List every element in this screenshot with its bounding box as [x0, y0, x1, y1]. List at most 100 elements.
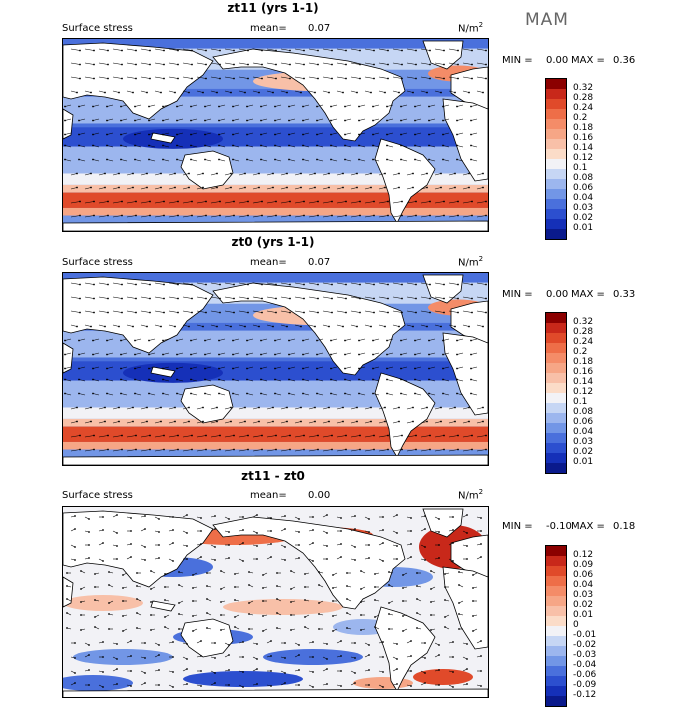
- colorbar-tick-label: 0.02: [573, 600, 594, 610]
- colorbar-swatch: [546, 423, 566, 433]
- colorbar-swatch: [546, 546, 566, 556]
- max-label-2: MAX =: [571, 289, 605, 300]
- colorbar-tick-label: -0.02: [573, 640, 597, 650]
- colorbar-swatch: [546, 129, 566, 139]
- colorbar-tick-label: 0.1: [573, 397, 588, 407]
- colorbar-tick-label: 0.01: [573, 457, 594, 467]
- colorbar-swatch: [546, 149, 566, 159]
- stress-vectors: [66, 514, 482, 688]
- colorbar-swatch: [546, 433, 566, 443]
- stress-vectors: [64, 282, 487, 452]
- colorbar-tick-label: 0.06: [573, 183, 594, 193]
- map-panel-1: [62, 38, 489, 232]
- colorbar-tick-label: 0.04: [573, 580, 594, 590]
- colorbar-swatch: [546, 393, 566, 403]
- colorbar-swatch: [546, 363, 566, 373]
- mean-value-3: 0.00: [308, 490, 331, 501]
- colorbar-tick-label: 0.28: [573, 327, 594, 337]
- season-label: MAM: [525, 10, 569, 30]
- colorbar-tick-label: 0.16: [573, 133, 594, 143]
- colorbar-swatch: [546, 686, 566, 696]
- colorbar-swatch: [546, 626, 566, 636]
- colorbar-tick-label: 0.32: [573, 317, 594, 327]
- colorbar-tick-label: 0.16: [573, 367, 594, 377]
- colorbar-swatch: [546, 353, 566, 363]
- map-svg-2: [63, 273, 488, 465]
- colorbar-tick-label: 0.14: [573, 377, 594, 387]
- colorbar-tick-label: 0.03: [573, 590, 594, 600]
- colorbar-swatch: [546, 666, 566, 676]
- colorbar-tick-label: 0.09: [573, 560, 594, 570]
- colorbar-swatch: [546, 343, 566, 353]
- field-label-3: Surface stress: [62, 490, 133, 501]
- colorbar-tick-label: 0.24: [573, 337, 594, 347]
- max-label-3: MAX =: [571, 521, 605, 532]
- colorbar-tick-label: 0.08: [573, 407, 594, 417]
- colorbar-swatch: [546, 443, 566, 453]
- mean-value-1: 0.07: [308, 23, 331, 34]
- colorbar-tick-label: 0.03: [573, 203, 594, 213]
- panel-title-1: zt11 (yrs 1-1): [227, 1, 319, 15]
- colorbar-tick-label: -0.09: [573, 680, 597, 690]
- colorbar-swatch: [546, 139, 566, 149]
- colorbar-tick-label: 0.04: [573, 427, 594, 437]
- min-label-3: MIN =: [502, 521, 533, 532]
- mean-label-1: mean=: [250, 23, 287, 34]
- colorbar-swatch: [546, 79, 566, 89]
- max-value-2: 0.33: [613, 289, 636, 300]
- colorbar-tick-label: 0.2: [573, 113, 588, 123]
- colorbar-swatch: [546, 119, 566, 129]
- colorbar-tick-label: 0.01: [573, 223, 594, 233]
- colorbar-swatch: [546, 403, 566, 413]
- colorbar-tick-label: 0.18: [573, 123, 594, 133]
- max-value-1: 0.36: [613, 55, 636, 66]
- colorbar-tick-label: 0.32: [573, 83, 594, 93]
- colorbar-tick-label: 0.02: [573, 447, 594, 457]
- colorbar-tick-label: 0.28: [573, 93, 594, 103]
- continents: [63, 40, 488, 231]
- colorbar-tick-label: 0.04: [573, 193, 594, 203]
- colorbar-tick-label: 0.18: [573, 357, 594, 367]
- colorbar-swatch: [546, 169, 566, 179]
- min-value-3: -0.10: [546, 521, 572, 532]
- colorbar-swatch: [546, 616, 566, 626]
- colorbar-tick-label: 0.14: [573, 143, 594, 153]
- colorbar-swatch: [546, 636, 566, 646]
- units-1: N/m2: [458, 21, 484, 35]
- colorbar-tick-label: 0.06: [573, 417, 594, 427]
- colorbar-tick-label: 0.2: [573, 347, 588, 357]
- colorbar-1: [545, 78, 567, 240]
- colorbar-swatch: [546, 586, 566, 596]
- colorbar-swatch: [546, 383, 566, 393]
- min-label-1: MIN =: [502, 55, 533, 66]
- colorbar-tick-label: 0.08: [573, 173, 594, 183]
- colorbar-swatch: [546, 463, 566, 473]
- colorbar-tick-label: -0.03: [573, 650, 597, 660]
- mean-value-2: 0.07: [308, 257, 331, 268]
- max-value-3: 0.18: [613, 521, 636, 532]
- map-svg-3: [63, 507, 488, 697]
- colorbar-tick-label: -0.04: [573, 660, 597, 670]
- colorbar-swatch: [546, 696, 566, 706]
- colorbar-tick-label: 0.24: [573, 103, 594, 113]
- colorbar-tick-label: 0: [573, 620, 579, 630]
- colorbar-swatch: [546, 566, 566, 576]
- colorbar-swatch: [546, 676, 566, 686]
- panel-title-2: zt0 (yrs 1-1): [231, 235, 315, 249]
- colorbar-swatch: [546, 453, 566, 463]
- colorbar-swatch: [546, 189, 566, 199]
- field-label-2: Surface stress: [62, 257, 133, 268]
- field-label-1: Surface stress: [62, 23, 133, 34]
- continents: [63, 508, 488, 697]
- min-value-2: 0.00: [546, 289, 569, 300]
- colorbar-swatch: [546, 219, 566, 229]
- colorbar-swatch: [546, 89, 566, 99]
- colorbar-swatch: [546, 413, 566, 423]
- colorbar-swatch: [546, 646, 566, 656]
- colorbar-swatch: [546, 323, 566, 333]
- colorbar-swatch: [546, 596, 566, 606]
- mean-label-3: mean=: [250, 490, 287, 501]
- stress-vectors: [64, 48, 487, 218]
- colorbar-tick-label: 0.03: [573, 437, 594, 447]
- colorbar-swatch: [546, 209, 566, 219]
